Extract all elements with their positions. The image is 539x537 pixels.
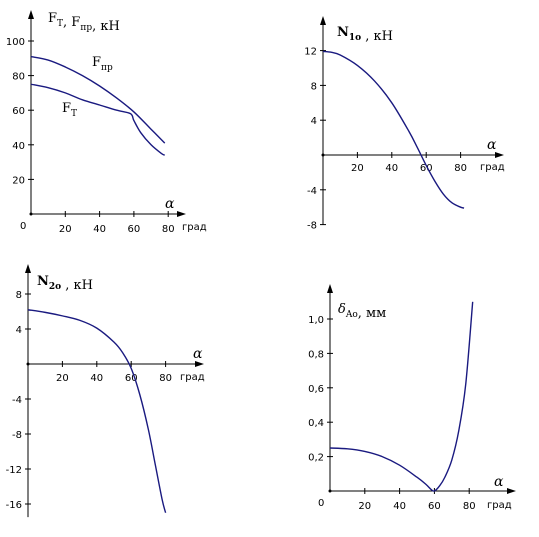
y-tick-label: 0,2 — [308, 453, 324, 464]
x-tick-label: 80 — [463, 501, 476, 512]
y-tick-label: 0,8 — [308, 349, 324, 360]
x-tick-label: 80 — [162, 224, 175, 235]
x-axis-unit: град — [480, 162, 505, 173]
x-tick-label: 40 — [93, 224, 106, 235]
y-tick-label: -12 — [6, 465, 22, 476]
y-axis-label: N2o , кН — [37, 274, 93, 293]
series-label: FТ — [62, 101, 77, 119]
x-axis-symbol: α — [487, 137, 497, 153]
x-axis-arrow — [507, 488, 516, 494]
x-axis-symbol: α — [193, 346, 203, 362]
y-tick-label: 0,4 — [308, 418, 324, 429]
series-line — [30, 83, 166, 156]
origin-label: 0 — [20, 221, 26, 232]
x-tick-label: 40 — [393, 501, 406, 512]
x-tick-label: 80 — [159, 373, 172, 384]
chart-n1o: 20 40 60 80 -8 -4 4 8 12 N1o , кН α град — [304, 16, 505, 232]
y-tick-label: 20 — [12, 175, 25, 186]
y-tick-label: -8 — [12, 430, 22, 441]
x-axis-arrow — [495, 152, 504, 158]
y-tick-label: 8 — [16, 290, 22, 301]
y-tick-label: -4 — [307, 186, 317, 197]
series-line — [30, 55, 166, 144]
series-line — [329, 301, 474, 492]
series-label: Fпр — [92, 55, 113, 73]
x-axis-symbol: α — [494, 474, 504, 490]
origin-label: 0 — [318, 498, 324, 509]
origin-dot — [29, 212, 33, 216]
x-tick-label: 40 — [385, 163, 398, 174]
y-tick-label: 80 — [12, 72, 25, 83]
x-axis-arrow — [177, 211, 186, 217]
x-tick-label: 60 — [128, 224, 141, 235]
origin-dot — [321, 153, 325, 157]
chart-n2o: 20 40 60 80 -16 -12 -8 -4 4 8 N2o , кН α град — [6, 264, 205, 518]
y-tick-label: 0,6 — [308, 384, 324, 395]
y-axis-label: δAo, мм — [338, 302, 386, 321]
y-axis-arrow — [25, 264, 31, 273]
y-axis-arrow — [28, 10, 34, 19]
y-axis-arrow — [327, 284, 333, 293]
origin-dot — [328, 489, 332, 493]
x-tick-label: 60 — [420, 163, 433, 174]
y-tick-label: 60 — [12, 106, 25, 117]
x-axis-unit: град — [487, 500, 512, 511]
x-tick-label: 60 — [428, 501, 441, 512]
x-tick-label: 20 — [351, 163, 364, 174]
x-tick-label: 20 — [59, 224, 72, 235]
origin-dot — [26, 362, 30, 366]
y-tick-label: -16 — [6, 500, 22, 511]
y-axis-label: N1o , кН — [337, 25, 393, 44]
chart-delta-ao: 20 40 60 80 0,2 0,4 0,6 0,8 1,0 0 δAo, мм α град — [308, 284, 516, 512]
x-tick-label: 80 — [454, 163, 467, 174]
x-tick-label: 20 — [56, 373, 69, 384]
x-tick-label: 20 — [358, 501, 371, 512]
y-axis-label: FТ, Fпр, кН — [48, 11, 120, 34]
x-tick-label: 60 — [125, 373, 138, 384]
y-tick-label: 40 — [12, 141, 25, 152]
x-axis-unit: град — [180, 372, 205, 383]
x-axis-arrow — [195, 361, 204, 367]
series-line — [27, 309, 167, 513]
y-tick-label: 12 — [304, 47, 317, 58]
series-line — [322, 50, 465, 209]
y-tick-label: 4 — [16, 325, 22, 336]
y-tick-label: 8 — [311, 81, 317, 92]
y-axis-arrow — [320, 16, 326, 25]
x-axis-symbol: α — [165, 196, 175, 212]
x-axis-unit: град — [182, 222, 207, 233]
y-tick-label: -4 — [12, 395, 22, 406]
y-tick-label: -8 — [307, 221, 317, 232]
y-tick-label: 1,0 — [308, 315, 324, 326]
x-tick-label: 40 — [90, 373, 103, 384]
y-tick-label: 100 — [6, 37, 25, 48]
y-tick-label: 4 — [311, 116, 317, 127]
